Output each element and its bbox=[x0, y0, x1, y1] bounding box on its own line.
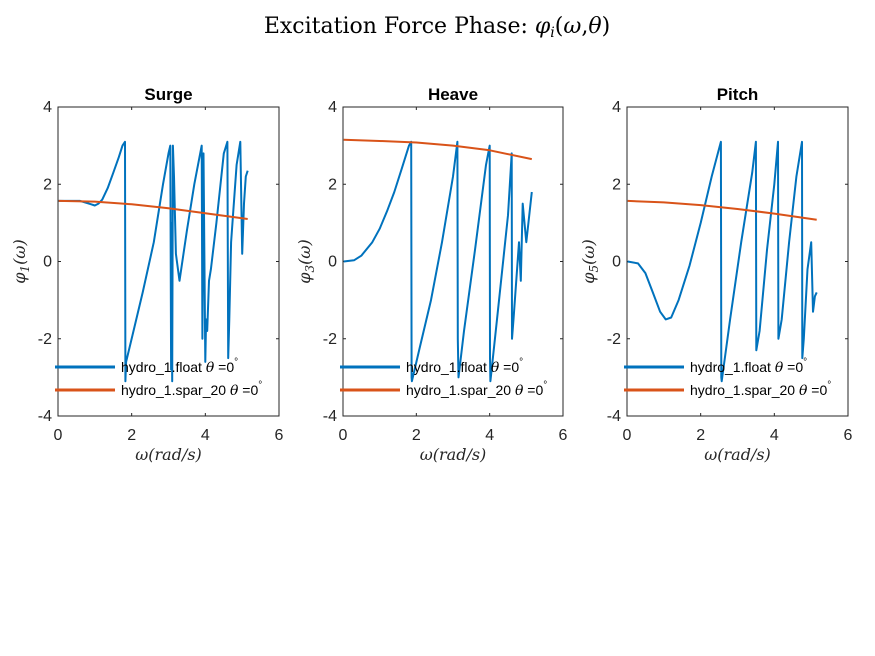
x-tick-label: 6 bbox=[275, 427, 284, 444]
legend-label: hydro_1.float θ =0° bbox=[121, 357, 238, 376]
x-tick-label: 6 bbox=[559, 427, 568, 444]
x-axis-label: ω(rad/s) bbox=[420, 445, 487, 464]
y-tick-label: -4 bbox=[323, 408, 337, 425]
y-tick-label: 4 bbox=[43, 99, 52, 116]
series-line-float bbox=[343, 140, 533, 383]
panel-title: Pitch bbox=[717, 85, 759, 104]
panel-heave: 0 2 4 6 -4 -2 0 2 4 Heave ω(rad/s) φ3(ω) hydro_1.flo… bbox=[295, 85, 568, 464]
x-axis-label: ω(rad/s) bbox=[704, 445, 771, 464]
y-tick-label: 2 bbox=[612, 176, 621, 193]
series-line-float bbox=[627, 140, 818, 383]
x-tick-label: 6 bbox=[844, 427, 853, 444]
y-tick-label: -2 bbox=[607, 331, 621, 348]
series-line-spar bbox=[343, 138, 533, 161]
x-tick-label: 4 bbox=[201, 427, 210, 444]
series-line-spar bbox=[627, 199, 817, 221]
figure-title: Excitation Force Phase: φi(ω,θ) bbox=[264, 14, 610, 41]
y-tick-label: 0 bbox=[43, 254, 52, 271]
y-tick-label: 4 bbox=[328, 99, 337, 116]
panel-title: Surge bbox=[144, 85, 192, 104]
y-tick-label: 0 bbox=[328, 254, 337, 271]
x-tick-label: 4 bbox=[770, 427, 779, 444]
x-tick-label: 2 bbox=[412, 427, 421, 444]
y-axis-label: φ5(ω) bbox=[579, 239, 601, 283]
y-tick-label: 2 bbox=[43, 176, 52, 193]
x-tick-label: 0 bbox=[54, 427, 63, 444]
legend-label: hydro_1.spar_20 θ =0° bbox=[690, 380, 831, 399]
y-tick-label: -4 bbox=[38, 408, 52, 425]
x-tick-label: 0 bbox=[623, 427, 632, 444]
panel-title: Heave bbox=[428, 85, 478, 104]
panel-surge: 0 2 4 6 -4 -2 0 2 4 Surge ω(rad/s) φ1(ω) hydro_1.flo… bbox=[10, 85, 284, 464]
y-axis-label: φ1(ω) bbox=[10, 239, 32, 283]
x-tick-label: 0 bbox=[339, 427, 348, 444]
y-tick-label: -4 bbox=[607, 408, 621, 425]
x-tick-label: 2 bbox=[127, 427, 136, 444]
y-tick-label: 0 bbox=[612, 254, 621, 271]
x-tick-label: 4 bbox=[485, 427, 494, 444]
y-axis-label: φ3(ω) bbox=[295, 239, 317, 283]
legend-label: hydro_1.float θ =0° bbox=[406, 357, 523, 376]
x-tick-label: 2 bbox=[696, 427, 705, 444]
x-axis-label: ω(rad/s) bbox=[135, 445, 202, 464]
y-tick-label: -2 bbox=[323, 331, 337, 348]
legend-label: hydro_1.spar_20 θ =0° bbox=[121, 380, 262, 399]
panel-pitch: 0 2 4 6 -4 -2 0 2 4 Pitch ω(rad/s) φ5(ω) hydro_1.flo… bbox=[579, 85, 853, 464]
series-line-spar bbox=[58, 199, 248, 220]
y-tick-label: 2 bbox=[328, 176, 337, 193]
y-tick-label: -2 bbox=[38, 331, 52, 348]
series-line-float bbox=[58, 140, 249, 383]
y-tick-label: 4 bbox=[612, 99, 621, 116]
legend-label: hydro_1.float θ =0° bbox=[690, 357, 807, 376]
legend-label: hydro_1.spar_20 θ =0° bbox=[406, 380, 547, 399]
